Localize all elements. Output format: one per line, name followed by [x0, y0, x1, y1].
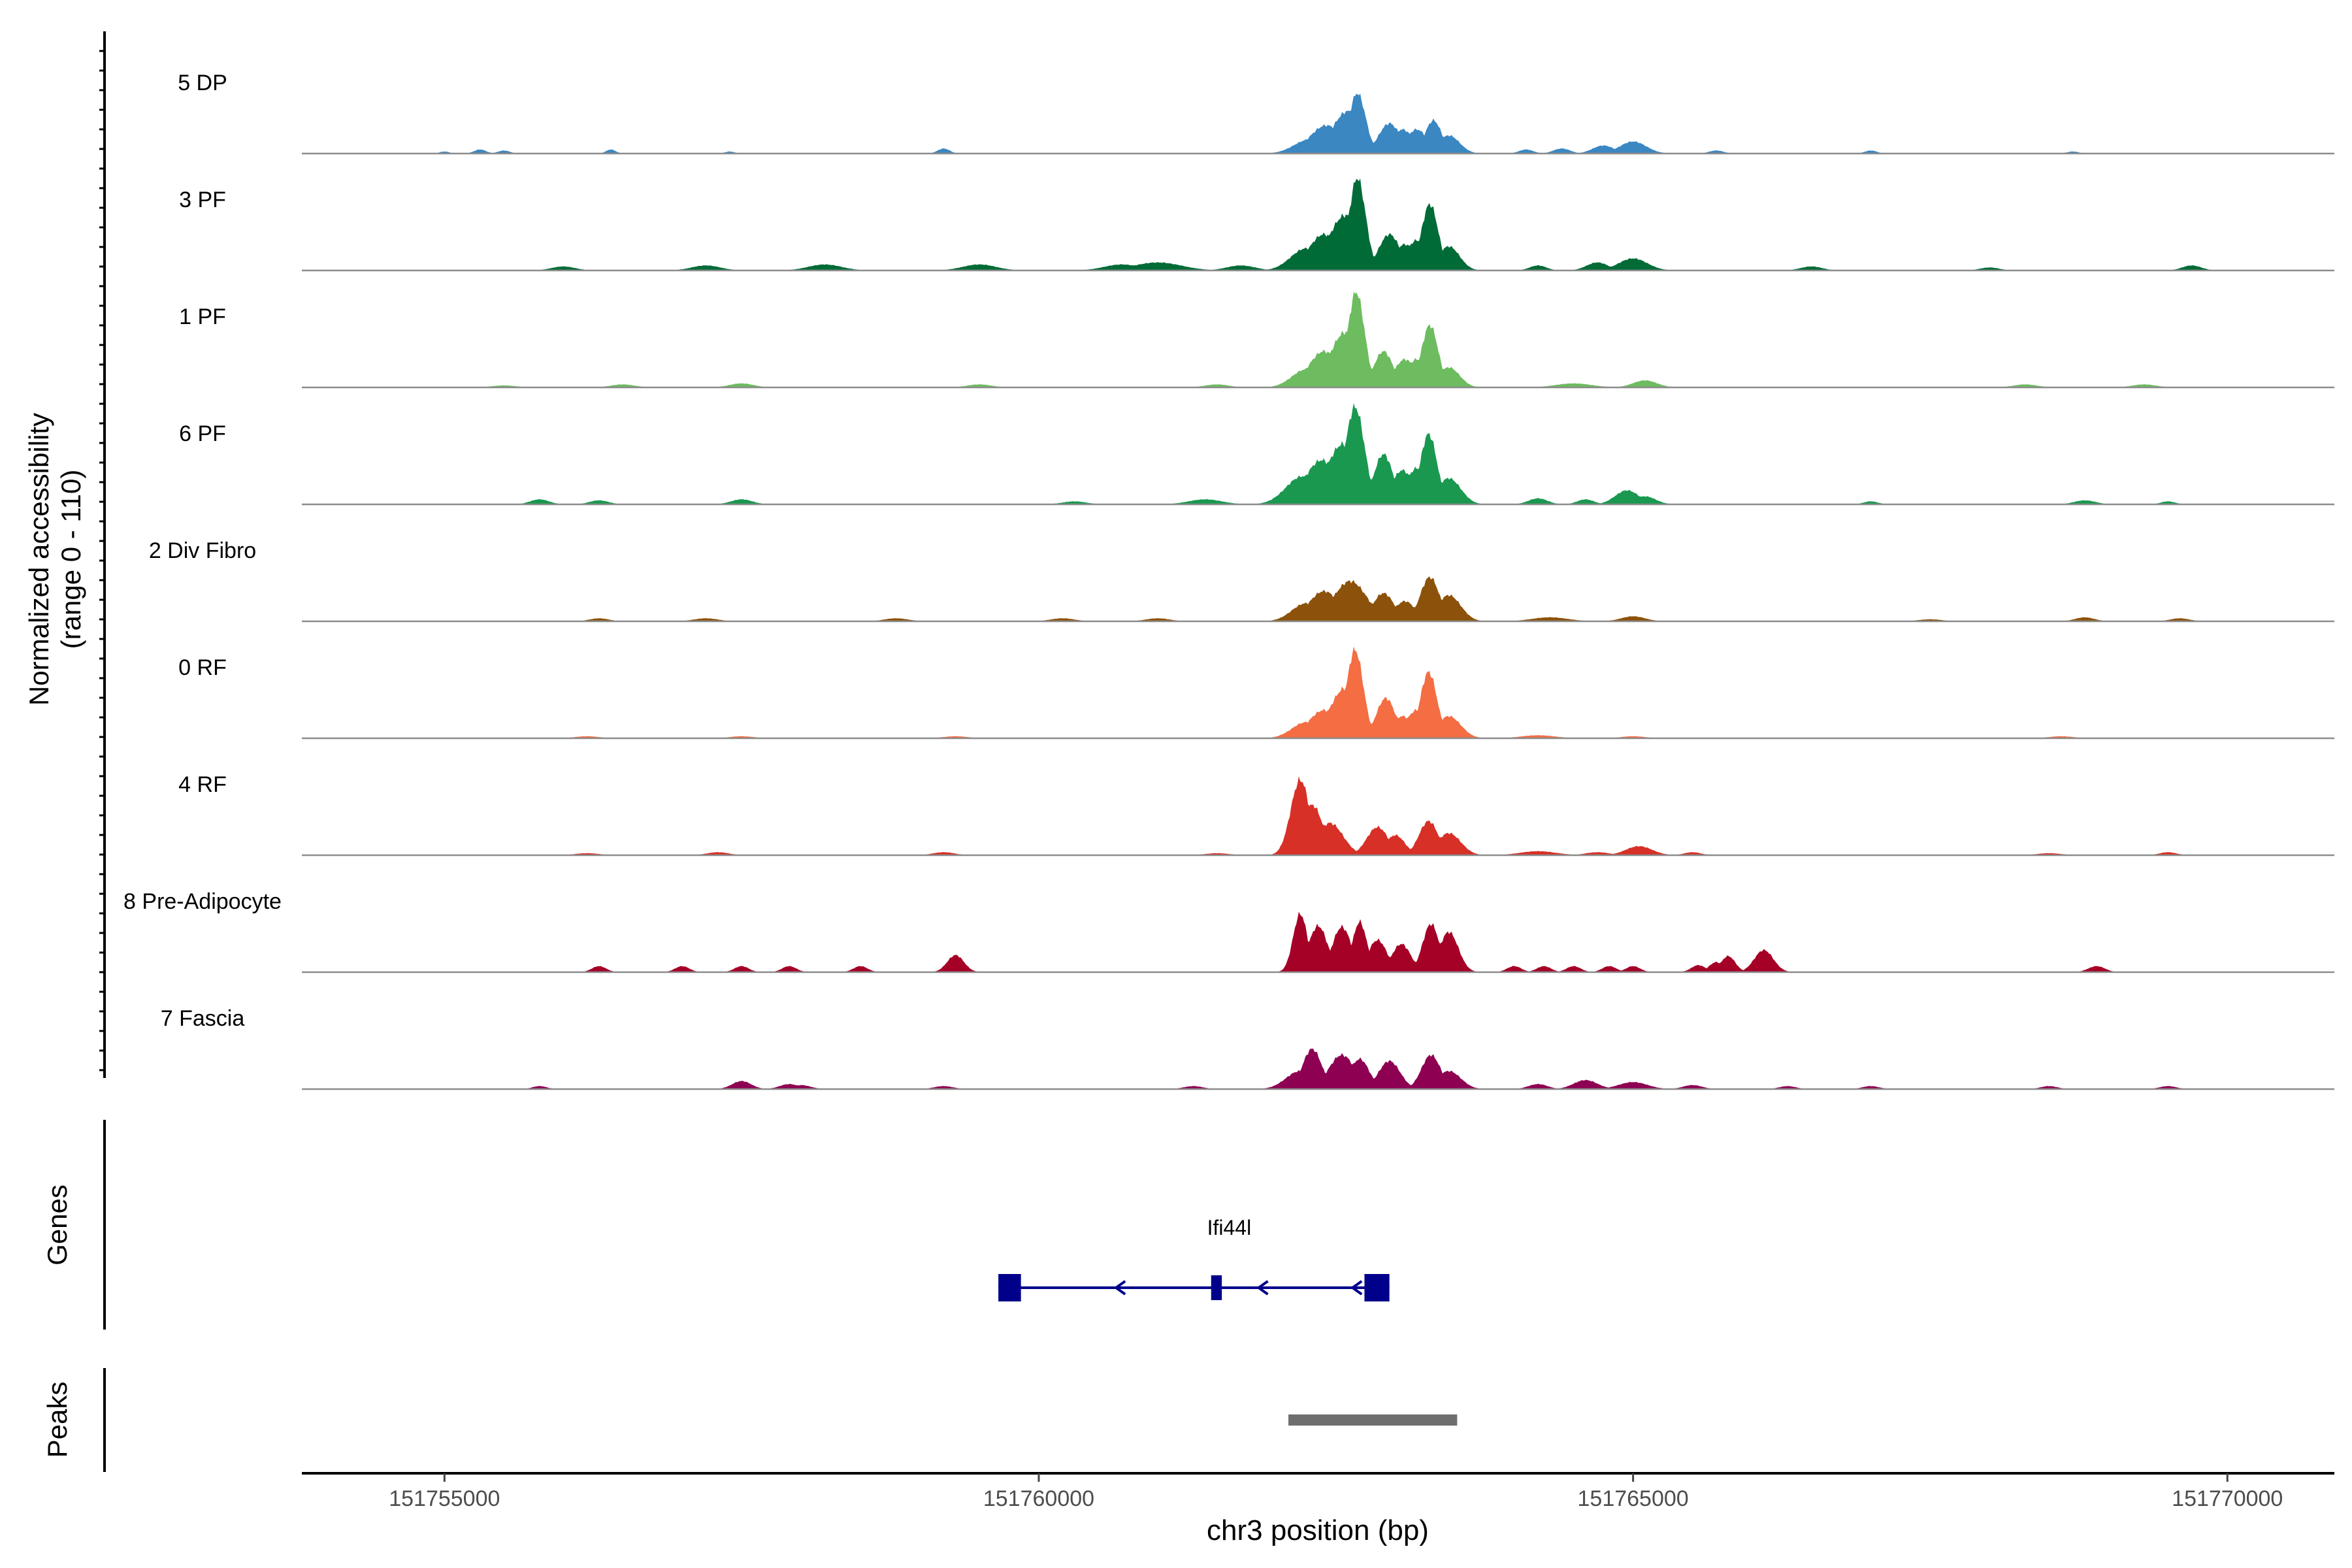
- coverage-area: [302, 576, 2334, 621]
- strand-arrow: [1350, 1280, 1363, 1296]
- coverage-y-label-line2: (range 0 - 110): [56, 470, 86, 649]
- x-tick-label: 151755000: [389, 1486, 500, 1511]
- coverage-area: [302, 291, 2334, 387]
- track-label: 0 RF: [178, 655, 227, 680]
- x-tick-label: 151770000: [2172, 1486, 2283, 1511]
- track-label: 3 PF: [179, 188, 226, 212]
- coverage-y-axis: [99, 31, 106, 1078]
- track-5-dp: 5 DP: [178, 71, 2334, 155]
- track-1-pf: 1 PF: [179, 291, 2334, 389]
- x-tick-label: 151760000: [983, 1486, 1094, 1511]
- coverage-area: [302, 93, 2334, 154]
- track-label: 5 DP: [178, 71, 227, 95]
- track-3-pf: 3 PF: [179, 178, 2334, 272]
- strand-arrow: [1113, 1280, 1126, 1296]
- gene-exon: [1364, 1274, 1390, 1301]
- coverage-tracks: 5 DP 3 PF 1 PF 6 PF 2 Div Fibro 0 RF 4 RF 8 Pre…: [123, 71, 2334, 1090]
- gene-exon: [998, 1274, 1021, 1301]
- coverage-area: [302, 402, 2334, 504]
- track-8-pre-adipocyte: 8 Pre-Adipocyte: [123, 889, 2334, 973]
- gene-ifi44l: Ifi44l: [998, 1216, 1390, 1301]
- track-label: 4 RF: [178, 772, 227, 797]
- coverage-area: [302, 911, 2334, 972]
- track-7-fascia: 7 Fascia: [161, 1006, 2334, 1090]
- gene-label: Ifi44l: [1207, 1216, 1252, 1239]
- x-ticks: 151755000 151760000 151765000 151770000: [389, 1473, 2283, 1511]
- genes-y-label: Genes: [42, 1184, 73, 1266]
- strand-arrow: [1256, 1280, 1269, 1296]
- track-label: 1 PF: [179, 304, 226, 329]
- peaks-panel: Peaks: [42, 1368, 1458, 1472]
- track-2-div-fibro: 2 Div Fibro: [149, 538, 2334, 623]
- x-tick-label: 151765000: [1578, 1486, 1689, 1511]
- coverage-y-label-line1: Normalized accessibility: [24, 413, 54, 706]
- genes-panel: Genes Ifi44l: [42, 1120, 1390, 1330]
- track-6-pf: 6 PF: [179, 402, 2334, 506]
- gene-models: Ifi44l: [998, 1216, 1390, 1301]
- x-axis: 151755000 151760000 151765000 151770000 chr…: [302, 1472, 2334, 1546]
- track-0-rf: 0 RF: [178, 646, 2334, 740]
- track-label: 2 Div Fibro: [149, 538, 256, 563]
- peak-bar: [1288, 1414, 1458, 1426]
- gene-exon: [1211, 1275, 1222, 1300]
- coverage-area: [302, 1048, 2334, 1089]
- peaks-y-label: Peaks: [42, 1382, 73, 1458]
- coverage-area: [302, 178, 2334, 270]
- track-label: 6 PF: [179, 421, 226, 446]
- peak-bars: [1288, 1414, 1458, 1426]
- coverage-area: [302, 646, 2334, 738]
- coverage-area: [302, 776, 2334, 855]
- track-4-rf: 4 RF: [178, 772, 2334, 857]
- track-label: 7 Fascia: [161, 1006, 245, 1031]
- x-axis-label: chr3 position (bp): [1207, 1514, 1429, 1546]
- track-label: 8 Pre-Adipocyte: [123, 889, 282, 914]
